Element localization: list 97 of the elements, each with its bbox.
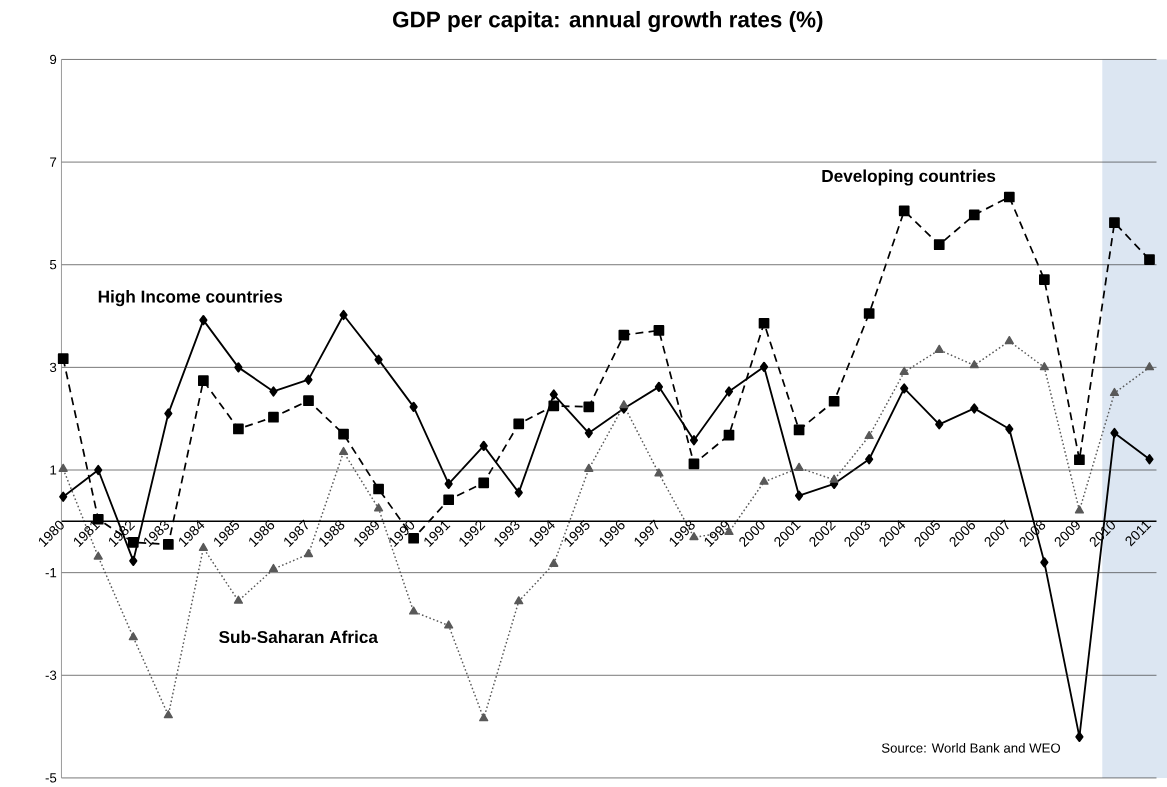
point: [654, 381, 664, 393]
point: [198, 375, 209, 387]
annotation: Source: World Bank and WEO: [881, 743, 1061, 753]
point: [373, 503, 384, 512]
point: [653, 325, 665, 336]
point: [443, 494, 455, 506]
point: [794, 490, 804, 501]
y-tick-label: 7: [50, 157, 57, 167]
point: [1039, 274, 1050, 285]
point: [759, 361, 769, 373]
point: [1110, 427, 1119, 439]
point: [234, 362, 243, 373]
point: [1040, 557, 1049, 568]
point: [688, 458, 700, 470]
point: [549, 558, 559, 567]
point: [268, 411, 279, 423]
y-tick-label: 5: [49, 260, 57, 270]
point: [128, 632, 138, 641]
y-tick-label: -1: [45, 568, 57, 578]
point: [374, 354, 383, 365]
point: [339, 309, 348, 321]
point: [899, 366, 909, 375]
point: [829, 474, 839, 483]
y-tick-label: 1: [50, 465, 57, 475]
series-label: Sub-Saharan Africa: [219, 630, 379, 644]
point: [479, 713, 489, 722]
point: [1144, 254, 1155, 265]
point: [59, 491, 68, 502]
point: [164, 408, 173, 419]
chart-title: GDP per capita: annual growth rates (%): [393, 10, 823, 33]
point: [338, 428, 349, 440]
series-label: Developing countries: [822, 169, 996, 186]
point: [724, 386, 734, 397]
point: [57, 353, 69, 365]
point: [409, 401, 418, 413]
point: [1003, 191, 1015, 203]
point: [303, 395, 314, 407]
point: [1074, 454, 1085, 466]
point: [584, 463, 594, 472]
point: [269, 386, 278, 397]
point: [1145, 454, 1154, 465]
point: [1075, 731, 1084, 743]
point: [58, 463, 68, 472]
point: [549, 389, 558, 400]
point: [514, 596, 524, 605]
point: [934, 344, 944, 353]
point: [338, 446, 349, 456]
point: [93, 551, 103, 560]
point: [1109, 217, 1120, 229]
point: [654, 468, 664, 477]
point: [1074, 505, 1085, 514]
point: [898, 205, 910, 217]
point: [94, 464, 103, 476]
point: [864, 430, 874, 440]
y-tick-label: 3: [49, 362, 57, 373]
point: [970, 403, 979, 414]
point: [689, 435, 699, 446]
point: [968, 209, 980, 221]
point: [584, 427, 593, 439]
point: [304, 374, 313, 385]
point: [583, 401, 595, 413]
point: [514, 487, 523, 498]
point: [233, 423, 244, 435]
point: [794, 462, 804, 471]
point: [479, 440, 488, 452]
point: [863, 308, 875, 319]
point: [1109, 387, 1120, 397]
point: [373, 483, 384, 495]
point: [865, 454, 874, 465]
point: [759, 476, 769, 485]
point: [1005, 423, 1014, 435]
point: [900, 383, 909, 394]
y-tick-label: 9: [50, 54, 57, 65]
point: [233, 595, 244, 604]
point: [828, 395, 840, 407]
point: [163, 710, 173, 719]
point: [268, 563, 279, 573]
point: [513, 418, 525, 430]
point: [548, 400, 560, 412]
point: [478, 477, 490, 489]
point: [129, 555, 138, 567]
point: [1039, 362, 1049, 371]
point: [1144, 362, 1155, 371]
point: [933, 239, 945, 251]
point: [444, 620, 454, 629]
point: [1004, 336, 1014, 345]
y-tick-label: -3: [45, 670, 57, 680]
point: [619, 400, 629, 409]
point: [199, 315, 208, 326]
y-tick-label: -5: [45, 773, 57, 783]
point: [935, 419, 944, 430]
point: [409, 606, 419, 615]
point: [969, 360, 979, 369]
point: [303, 548, 314, 558]
point: [444, 478, 453, 490]
point: [758, 317, 770, 329]
series-label: High Income countries: [98, 290, 283, 307]
